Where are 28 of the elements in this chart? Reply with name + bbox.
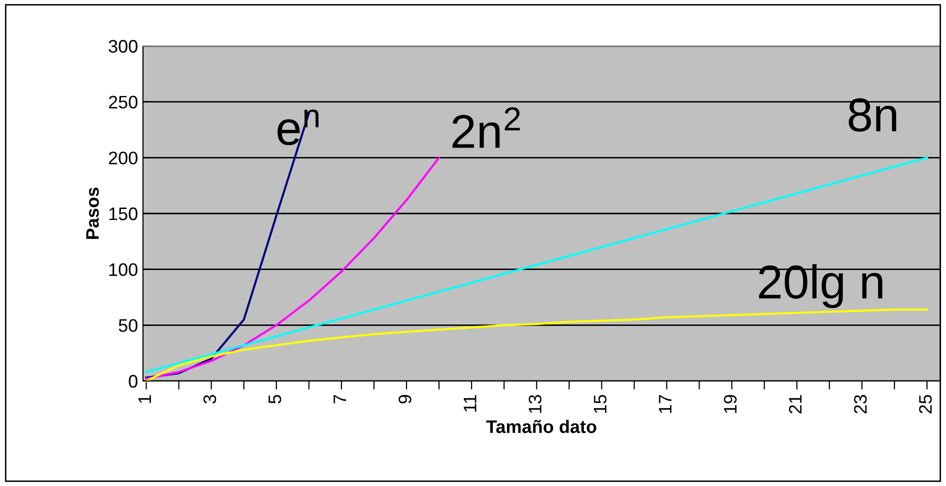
series-label: 2n$^{2}$ (452, 107, 520, 148)
x-tick-label: 11 (464, 395, 476, 412)
x-tick-label: 5 (268, 394, 282, 404)
y-axis-title: Pasos (86, 188, 99, 239)
x-tick-label: 25 (919, 394, 932, 414)
x-tick-label: 7 (334, 395, 346, 404)
y-tick-label: 0 (128, 374, 138, 388)
line-series (145, 156, 440, 380)
x-axis-title: Tamaño dato (486, 420, 596, 434)
x-tick-label: 1 (138, 395, 151, 403)
y-tick-label: 150 (109, 207, 138, 220)
line-series (145, 308, 928, 382)
series-label: 20lg n (759, 264, 882, 308)
y-tick-label: 200 (108, 152, 138, 164)
x-tick-label: 13 (528, 394, 542, 413)
y-tick-label: 250 (108, 96, 138, 109)
y-tick-label: 300 (108, 40, 138, 53)
line-series (145, 156, 928, 374)
x-tick-label: 9 (398, 395, 412, 404)
x-tick-label: 19 (724, 395, 737, 413)
y-tick-label: 100 (109, 263, 138, 276)
x-tick-label: 21 (788, 395, 802, 414)
series-label: 8n (848, 98, 896, 132)
x-tick-label: 23 (854, 394, 867, 414)
x-tick-label: 15 (594, 394, 607, 413)
x-tick-label: 3 (203, 394, 216, 404)
y-tick-label: 50 (118, 319, 138, 332)
x-tick-label: 17 (658, 395, 672, 413)
